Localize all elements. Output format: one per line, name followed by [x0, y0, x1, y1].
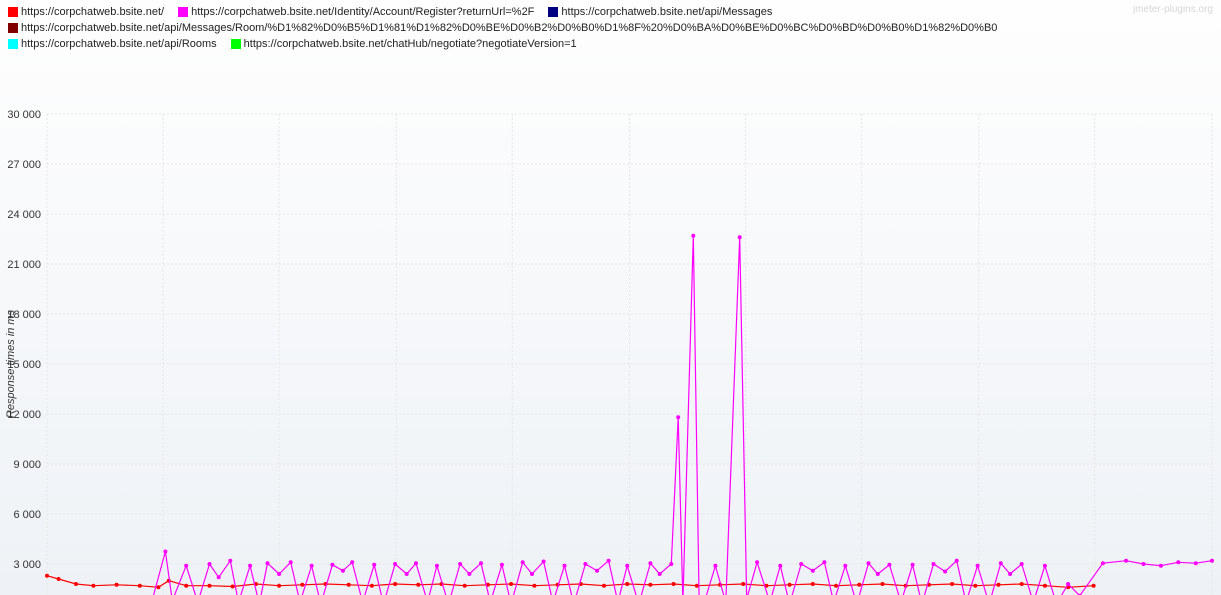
legend-item: https://corpchatweb.bsite.net/api/Messag… — [8, 20, 997, 36]
legend-item: https://corpchatweb.bsite.net/api/Messag… — [548, 4, 772, 20]
legend-swatch — [8, 39, 18, 49]
line-chart: 03 0006 0009 00012 00015 00018 00021 000… — [0, 54, 1221, 595]
series-register — [93, 236, 1212, 595]
legend-swatch — [8, 23, 18, 33]
svg-text:24 000: 24 000 — [7, 209, 41, 221]
svg-text:3 000: 3 000 — [13, 559, 41, 571]
svg-text:9 000: 9 000 — [13, 459, 41, 471]
legend-swatch — [231, 39, 241, 49]
svg-text:Response times in ms: Response times in ms — [5, 309, 17, 418]
svg-text:27 000: 27 000 — [7, 159, 41, 171]
legend-swatch — [8, 7, 18, 17]
svg-text:6 000: 6 000 — [13, 509, 41, 521]
legend-swatch — [178, 7, 188, 17]
legend-label: https://corpchatweb.bsite.net/api/Rooms — [21, 38, 217, 50]
svg-text:21 000: 21 000 — [7, 259, 41, 271]
legend: https://corpchatweb.bsite.net/https://co… — [0, 0, 1221, 54]
legend-item: https://corpchatweb.bsite.net/Identity/A… — [178, 4, 534, 20]
legend-swatch — [548, 7, 558, 17]
legend-item: https://corpchatweb.bsite.net/chatHub/ne… — [231, 36, 577, 52]
legend-item: https://corpchatweb.bsite.net/api/Rooms — [8, 36, 217, 52]
watermark: jmeter-plugins.org — [1133, 4, 1213, 15]
legend-label: https://corpchatweb.bsite.net/Identity/A… — [191, 6, 534, 18]
legend-label: https://corpchatweb.bsite.net/api/Messag… — [561, 6, 772, 18]
legend-item: https://corpchatweb.bsite.net/ — [8, 4, 164, 20]
legend-label: https://corpchatweb.bsite.net/api/Messag… — [21, 22, 997, 34]
svg-text:30 000: 30 000 — [7, 109, 41, 121]
legend-label: https://corpchatweb.bsite.net/ — [21, 6, 164, 18]
legend-label: https://corpchatweb.bsite.net/chatHub/ne… — [244, 38, 577, 50]
